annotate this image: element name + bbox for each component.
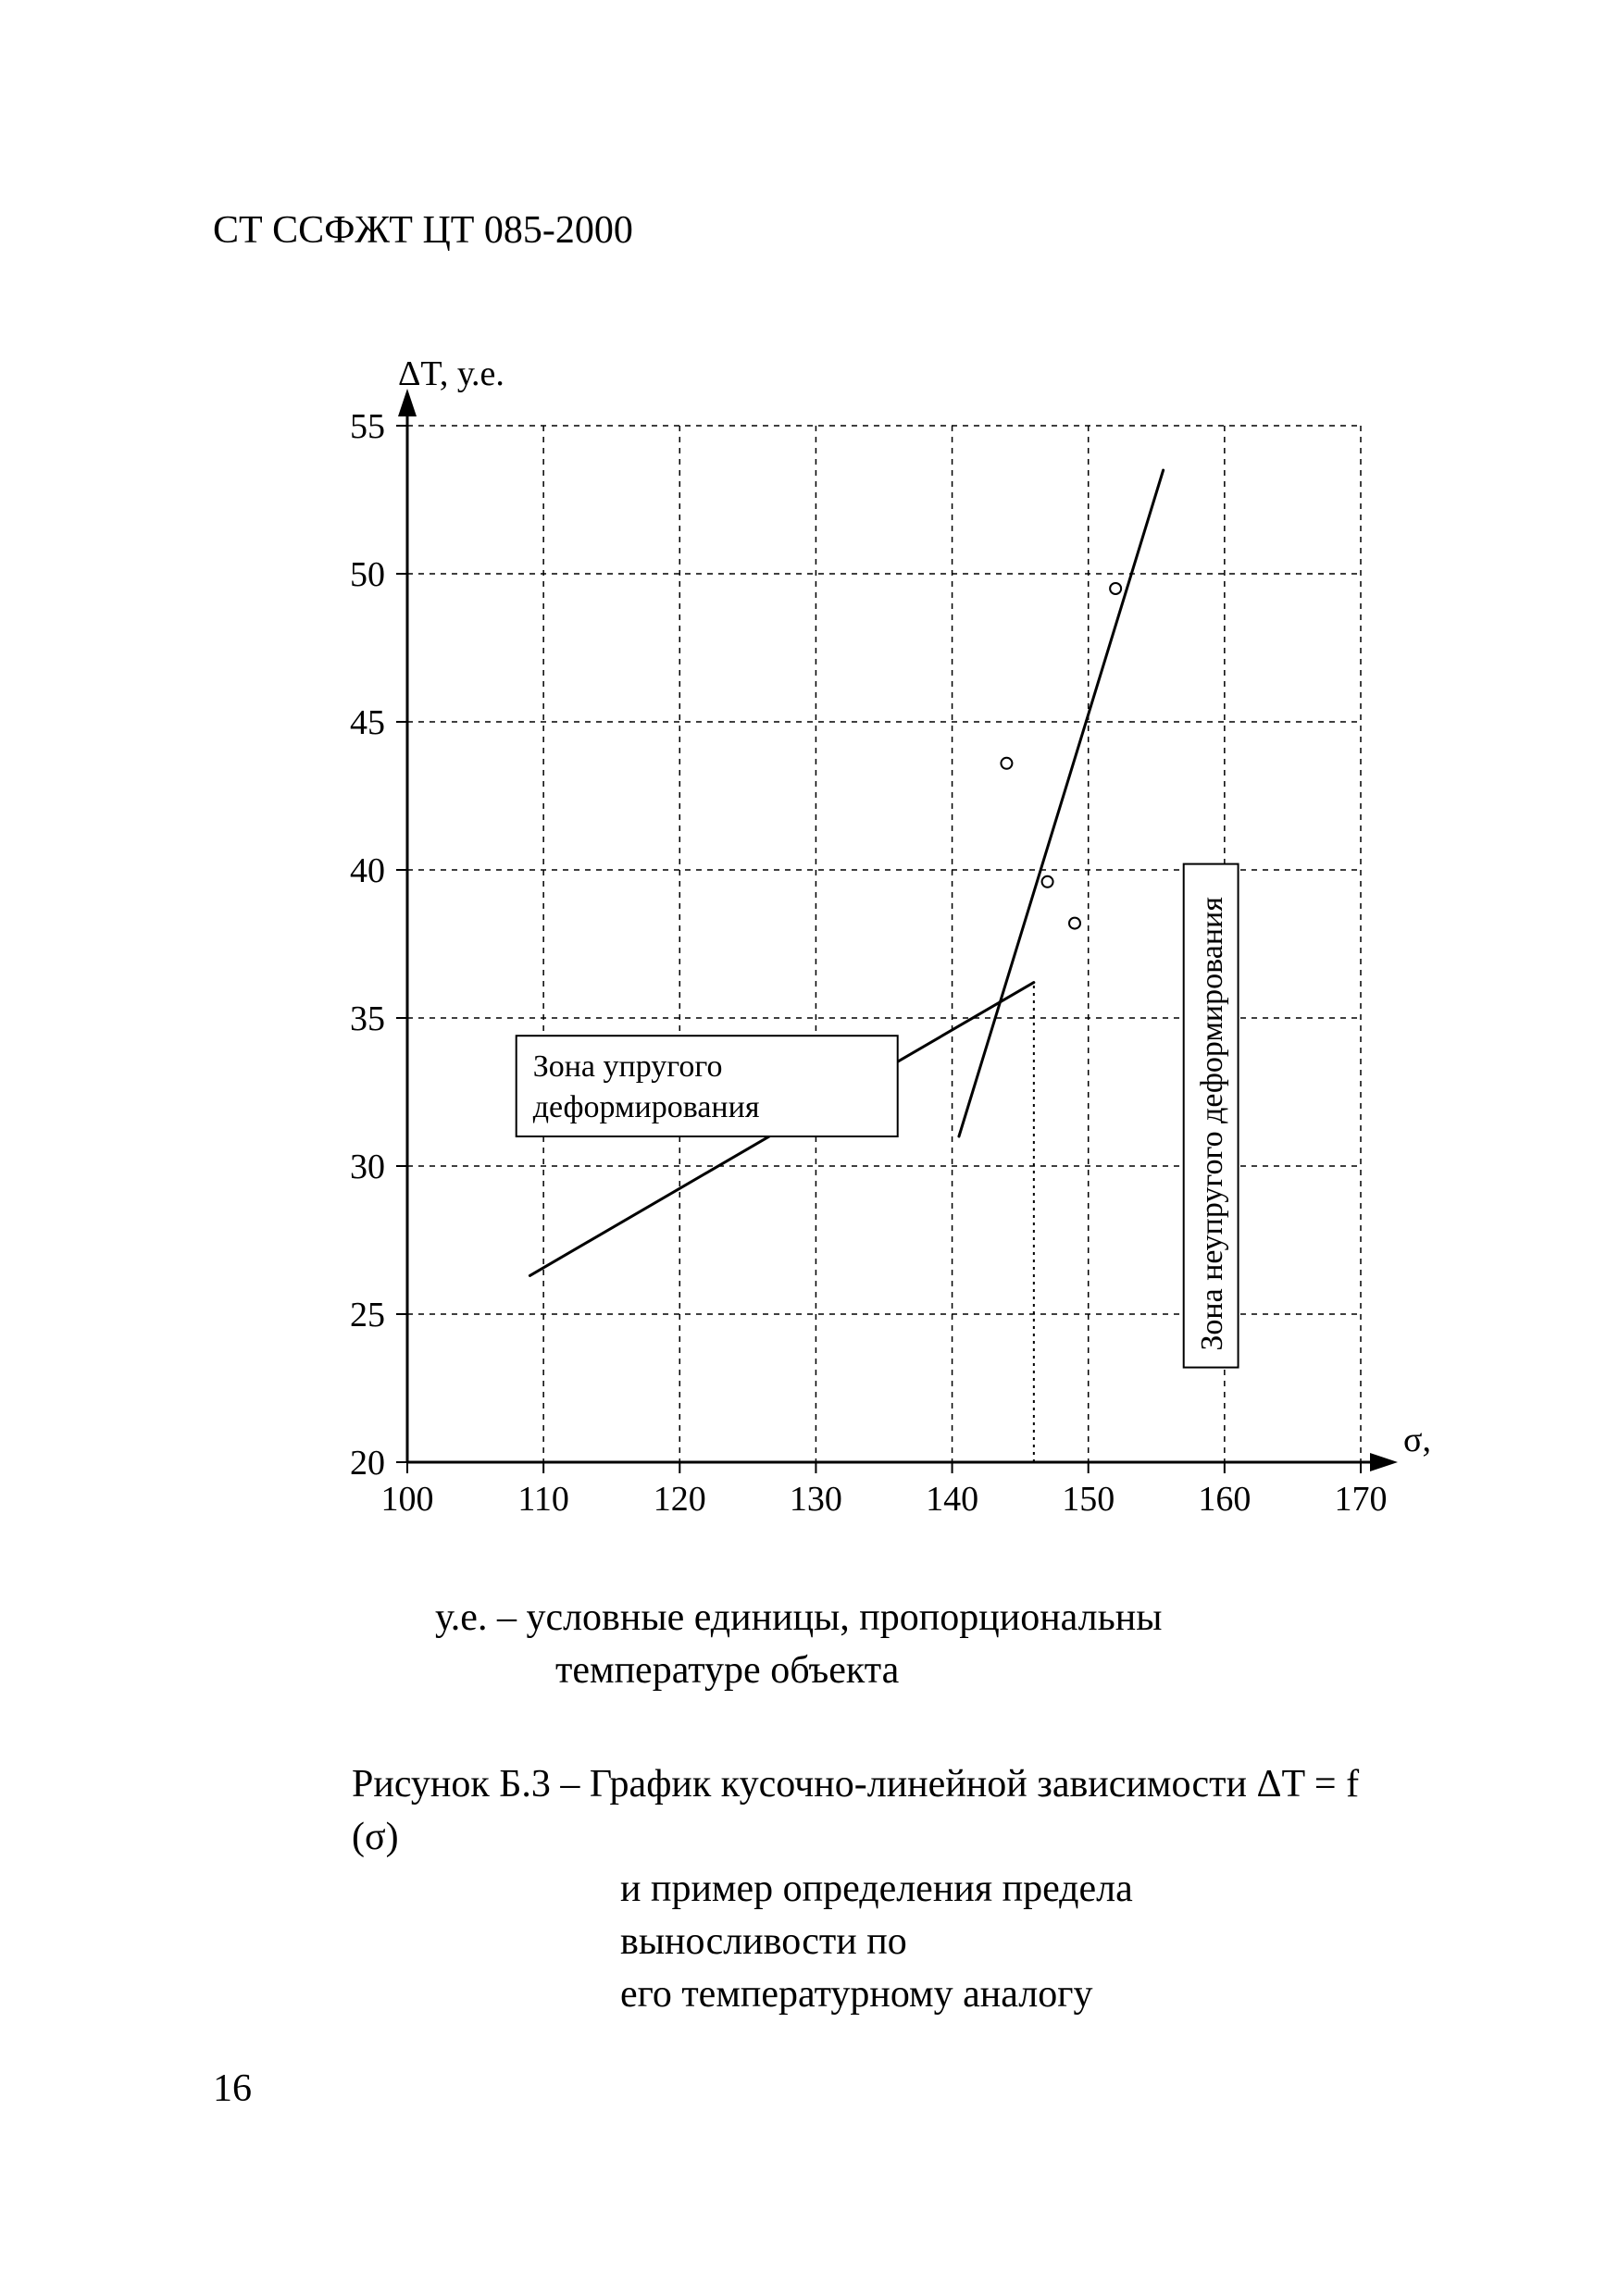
svg-text:45: 45 [350, 703, 385, 742]
svg-text:35: 35 [350, 999, 385, 1038]
svg-text:150: 150 [1062, 1480, 1115, 1519]
svg-text:55: 55 [350, 407, 385, 446]
svg-text:Зона неупругого деформирования: Зона неупругого деформирования [1195, 897, 1229, 1351]
figure-legend: у.е. – условные единицы, пропорциональны… [435, 1592, 1268, 1696]
svg-text:160: 160 [1198, 1480, 1251, 1519]
doc-header: СТ ССФЖТ ЦТ 085-2000 [213, 208, 633, 253]
legend-line-1: у.е. – условные единицы, пропорциональны [435, 1592, 1268, 1644]
svg-text:30: 30 [350, 1148, 385, 1186]
svg-text:σ, МПа: σ, МПа [1403, 1421, 1435, 1459]
svg-text:деформирования: деформирования [533, 1090, 760, 1124]
svg-text:Зона упругого: Зона упругого [533, 1049, 723, 1084]
svg-text:120: 120 [654, 1480, 706, 1519]
svg-text:40: 40 [350, 851, 385, 890]
page-number: 16 [213, 2066, 252, 2111]
legend-line-2: температуре объекта [435, 1644, 1268, 1697]
caption-line-2: и пример определения предела выносливост… [352, 1863, 1370, 1967]
svg-text:110: 110 [517, 1480, 569, 1519]
svg-text:50: 50 [350, 555, 385, 594]
caption-line-1: Рисунок Б.3 – График кусочно-линейной за… [352, 1758, 1370, 1863]
svg-text:130: 130 [790, 1480, 842, 1519]
svg-text:20: 20 [350, 1444, 385, 1483]
chart-figure: Зона упругого деформирования Зона неупруго… [324, 352, 1435, 1555]
svg-text:170: 170 [1335, 1480, 1388, 1519]
svg-text:140: 140 [926, 1480, 978, 1519]
figure-caption: Рисунок Б.3 – График кусочно-линейной за… [352, 1758, 1370, 2020]
caption-line-3: его температурному аналогу [352, 1968, 1370, 2021]
svg-text:25: 25 [350, 1296, 385, 1334]
svg-text:100: 100 [381, 1480, 434, 1519]
svg-text:ΔT, у.е.: ΔT, у.е. [398, 354, 504, 393]
